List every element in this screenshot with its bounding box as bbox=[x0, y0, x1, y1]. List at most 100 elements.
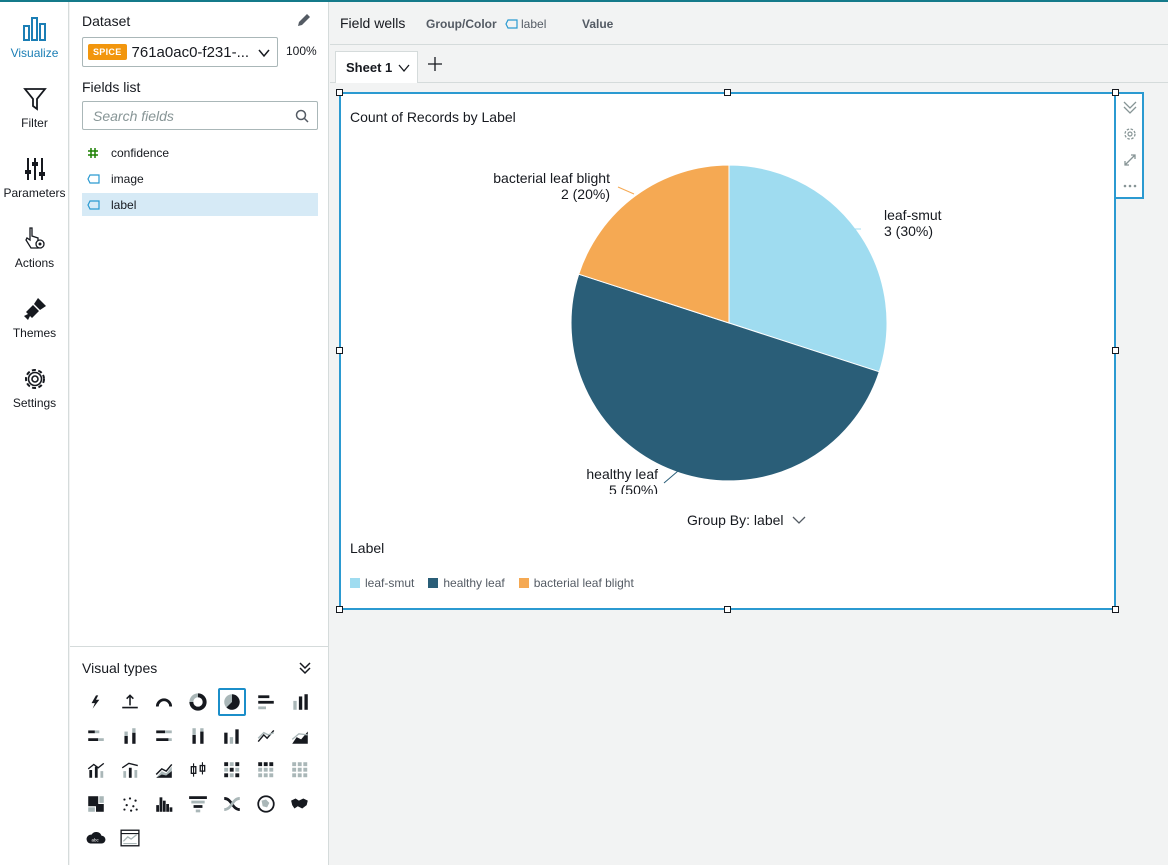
visual-type-combo-bar-line[interactable] bbox=[82, 756, 110, 784]
visual-type-word-cloud[interactable]: abc bbox=[82, 824, 110, 852]
legend-label: healthy leaf bbox=[443, 576, 505, 590]
visual-type-vertical-bar[interactable] bbox=[286, 688, 314, 716]
visual-type-waterfall[interactable] bbox=[218, 722, 246, 750]
visual-type-gauge[interactable] bbox=[150, 688, 178, 716]
search-input[interactable] bbox=[83, 102, 283, 129]
visual-type-combo-stacked-line[interactable] bbox=[116, 756, 144, 784]
horizontal-stacked-bar-icon bbox=[88, 730, 104, 741]
edit-pencil-icon[interactable] bbox=[296, 12, 312, 28]
legend-swatch bbox=[350, 578, 360, 588]
line-icon bbox=[257, 729, 275, 743]
chevron-down-icon bbox=[792, 516, 805, 524]
chevron-down-icon[interactable] bbox=[398, 62, 410, 74]
legend: leaf-smut healthy leaf bacterial leaf blig… bbox=[350, 576, 648, 590]
tab-sheet-1[interactable]: Sheet 1 bbox=[335, 51, 418, 83]
funnel-icon bbox=[22, 88, 47, 111]
dataset-select[interactable]: SPICE 761a0ac0-f231-... bbox=[82, 37, 278, 67]
visual-type-pie[interactable] bbox=[218, 688, 246, 716]
visual-type-vertical-100-bar[interactable] bbox=[184, 722, 212, 750]
resize-handle-sw[interactable] bbox=[336, 606, 343, 613]
legend-item[interactable]: healthy leaf bbox=[428, 576, 505, 590]
pie-icon bbox=[224, 694, 240, 710]
pie-category-label: leaf-smut bbox=[884, 207, 942, 223]
vertical-100-bar-icon bbox=[192, 728, 204, 744]
pie-slice-healthy-leaf[interactable] bbox=[570, 273, 880, 482]
dataset-name: 761a0ac0-f231-... bbox=[131, 43, 250, 61]
visual-type-geo-point[interactable] bbox=[252, 790, 280, 818]
rail-label: Parameters bbox=[3, 186, 66, 200]
bar-chart-icon bbox=[22, 17, 46, 41]
visual-type-histogram[interactable] bbox=[150, 790, 178, 818]
field-item-label[interactable]: label bbox=[82, 193, 318, 216]
rail-settings[interactable]: Settings bbox=[0, 366, 69, 410]
rail-actions[interactable]: Actions bbox=[0, 226, 69, 270]
area-line-icon bbox=[291, 731, 308, 744]
stacked-area-icon bbox=[155, 763, 173, 778]
resize-handle-w[interactable] bbox=[336, 347, 343, 354]
visual-type-heat-map[interactable] bbox=[218, 756, 246, 784]
rail-filter[interactable]: Filter bbox=[0, 86, 69, 130]
combo-bar-line-icon bbox=[87, 762, 105, 778]
vertical-bar-icon bbox=[293, 694, 308, 710]
sheet-label: Sheet 1 bbox=[346, 60, 393, 75]
fields-list-label: Fields list bbox=[82, 79, 141, 95]
field-item-confidence[interactable]: confidence bbox=[82, 141, 318, 164]
visual-type-scatter[interactable] bbox=[116, 790, 144, 818]
visual-type-line[interactable] bbox=[252, 722, 280, 750]
rail-label: Visualize bbox=[10, 46, 59, 60]
search-icon[interactable] bbox=[295, 109, 309, 123]
dataset-label: Dataset bbox=[82, 13, 131, 29]
visual-type-tree-map[interactable] bbox=[82, 790, 110, 818]
visual-type-kpi[interactable] bbox=[116, 688, 144, 716]
pie-slice-leaf-smut[interactable] bbox=[728, 164, 888, 373]
resize-handle-se[interactable] bbox=[1112, 606, 1119, 613]
gear-icon[interactable] bbox=[1122, 126, 1138, 142]
pie-slice-bacterial-leaf-blight[interactable] bbox=[578, 164, 730, 324]
legend-item[interactable]: bacterial leaf blight bbox=[518, 576, 634, 590]
rail-label: Actions bbox=[14, 256, 55, 270]
scatter-icon bbox=[123, 797, 138, 812]
visual-type-pivot-table[interactable] bbox=[252, 756, 280, 784]
expand-icon[interactable] bbox=[1122, 152, 1138, 168]
more-options-icon[interactable] bbox=[1122, 178, 1138, 194]
rail-visualize[interactable]: Visualize bbox=[0, 16, 69, 60]
field-item-image[interactable]: image bbox=[82, 167, 318, 190]
visual-type-funnel-chart[interactable] bbox=[184, 790, 212, 818]
group-color-well-label[interactable]: Group/Color bbox=[426, 17, 497, 31]
visual-type-table[interactable] bbox=[286, 756, 314, 784]
visual-type-autograph[interactable] bbox=[82, 688, 110, 716]
visual-type-insight[interactable] bbox=[116, 824, 144, 852]
resize-handle-ne[interactable] bbox=[1112, 89, 1119, 96]
double-chevron-down-icon[interactable] bbox=[298, 661, 312, 675]
visual-type-vertical-stacked-bar[interactable] bbox=[116, 722, 144, 750]
visual-type-sankey[interactable] bbox=[218, 790, 246, 818]
visual-type-area-line[interactable] bbox=[286, 722, 314, 750]
gauge-icon bbox=[155, 698, 173, 707]
visual-type-horizontal-stacked-bar[interactable] bbox=[82, 722, 110, 750]
group-color-field-pill[interactable]: label bbox=[505, 17, 546, 31]
field-name: confidence bbox=[111, 145, 170, 160]
value-well-label[interactable]: Value bbox=[582, 17, 614, 31]
field-wells-title: Field wells bbox=[340, 15, 406, 31]
resize-handle-s[interactable] bbox=[724, 606, 731, 613]
add-sheet-icon[interactable] bbox=[426, 55, 444, 73]
group-by-dropdown[interactable]: Group By: label bbox=[687, 512, 806, 528]
waterfall-icon bbox=[224, 729, 239, 744]
visual-type-horizontal-bar[interactable] bbox=[252, 688, 280, 716]
visual-type-stacked-area[interactable] bbox=[150, 756, 178, 784]
resize-handle-nw[interactable] bbox=[336, 89, 343, 96]
rail-parameters[interactable]: Parameters bbox=[0, 156, 69, 200]
visual-type-filled-map[interactable] bbox=[286, 790, 314, 818]
pie-visual[interactable]: Count of Records by Label leaf-smut 3 (30… bbox=[339, 92, 1116, 610]
search-field-box bbox=[82, 101, 318, 130]
legend-item[interactable]: leaf-smut bbox=[350, 576, 414, 590]
rail-themes[interactable]: Themes bbox=[0, 296, 69, 340]
group-color-field: label bbox=[521, 17, 547, 31]
visual-type-box-plot[interactable] bbox=[184, 756, 212, 784]
visual-type-horizontal-100-bar[interactable] bbox=[150, 722, 178, 750]
vertical-stacked-bar-icon bbox=[124, 728, 136, 744]
resize-handle-n[interactable] bbox=[724, 89, 731, 96]
collapse-icon[interactable] bbox=[1122, 99, 1138, 115]
visual-type-donut[interactable] bbox=[184, 688, 212, 716]
resize-handle-e[interactable] bbox=[1112, 347, 1119, 354]
